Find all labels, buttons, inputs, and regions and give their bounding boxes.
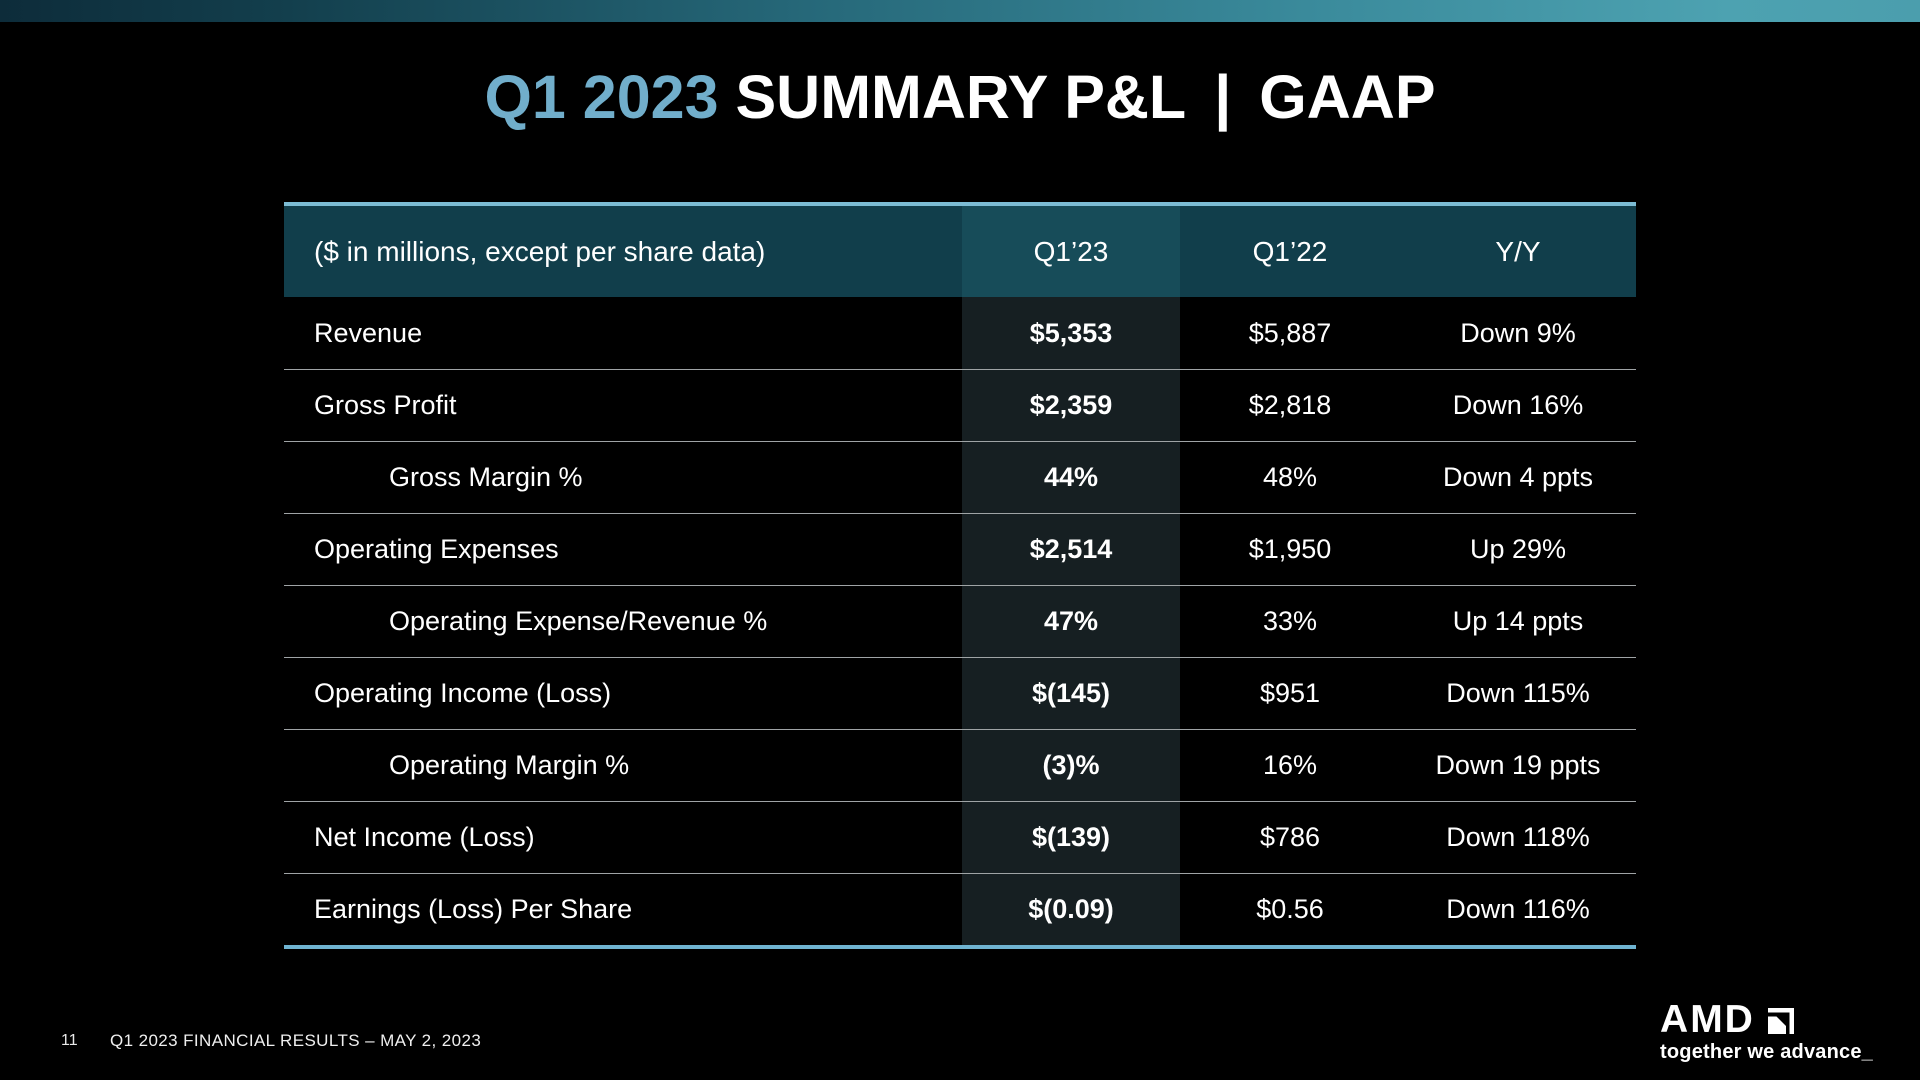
row-q123-value: $(145) <box>962 658 1180 729</box>
table-row-net-income: Net Income (Loss) $(139) $786 Down 118% <box>284 801 1636 873</box>
row-q122-value: $5,887 <box>1248 317 1332 348</box>
title-suffix: GAAP <box>1259 63 1436 131</box>
table-row-operating-margin: Operating Margin % (3)% 16% Down 19 ppts <box>284 729 1636 801</box>
row-q123-value: $(139) <box>962 802 1180 873</box>
row-yy-value: Down 16% <box>1452 390 1584 420</box>
title-separator: | <box>1214 63 1232 131</box>
table-row-operating-expenses: Operating Expenses $2,514 $1,950 Up 29% <box>284 513 1636 585</box>
header-yy: Y/Y <box>1495 235 1541 267</box>
pnl-table: ($ in millions, except per share data) Q… <box>284 202 1636 949</box>
table-row-gross-profit: Gross Profit $2,359 $2,818 Down 16% <box>284 369 1636 441</box>
table-header-row: ($ in millions, except per share data) Q… <box>284 206 1636 297</box>
row-q122-value: $0.56 <box>1256 894 1324 924</box>
row-label: Operating Income (Loss) <box>314 678 612 708</box>
row-label: Gross Profit <box>314 390 457 420</box>
row-yy-value: Down 9% <box>1460 317 1576 348</box>
footer-text: Q1 2023 FINANCIAL RESULTS – MAY 2, 2023 <box>110 1031 482 1050</box>
row-q122-value: 33% <box>1262 606 1318 636</box>
slide-title: Q1 2023 SUMMARY P&L | GAAP <box>0 62 1920 132</box>
amd-tagline: together we advance_ <box>1660 1041 1873 1063</box>
header-q122: Q1’22 <box>1252 235 1328 267</box>
row-yy-value: Down 118% <box>1446 822 1590 852</box>
row-yy-value: Down 116% <box>1446 894 1590 924</box>
row-q123-value: 47% <box>962 586 1180 657</box>
row-q122-value: 16% <box>1262 750 1318 780</box>
table-row-revenue: Revenue $5,353 $5,887 Down 9% <box>284 297 1636 369</box>
amd-arrow-icon <box>1767 1007 1794 1034</box>
amd-logo-text: AMD <box>1660 998 1755 1041</box>
row-q122-value: $2,818 <box>1248 390 1332 420</box>
title-quarter: Q1 2023 <box>484 63 719 131</box>
table-row-gross-margin: Gross Margin % 44% 48% Down 4 ppts <box>284 441 1636 513</box>
page-number: 11 <box>61 1032 78 1049</box>
row-q123-value: 44% <box>962 442 1180 513</box>
table-row-opex-revenue: Operating Expense/Revenue % 47% 33% Up 1… <box>284 585 1636 657</box>
row-q123-value: $2,514 <box>962 514 1180 585</box>
row-label: Gross Margin % <box>389 462 583 492</box>
row-yy-value: Down 115% <box>1446 678 1590 708</box>
row-yy-value: Up 14 ppts <box>1452 606 1584 636</box>
row-label: Operating Margin % <box>389 750 630 780</box>
row-label: Earnings (Loss) Per Share <box>314 894 633 924</box>
row-label: Revenue <box>314 317 423 348</box>
header-q123: Q1’23 <box>962 206 1180 297</box>
table-row-eps: Earnings (Loss) Per Share $(0.09) $0.56 … <box>284 873 1636 945</box>
row-q122-value: $1,950 <box>1248 534 1332 564</box>
row-q122-value: 48% <box>1262 462 1318 492</box>
header-label: ($ in millions, except per share data) <box>314 235 766 267</box>
row-label: Operating Expenses <box>314 534 559 564</box>
row-yy-value: Down 19 ppts <box>1435 750 1601 780</box>
row-yy-value: Up 29% <box>1469 534 1567 564</box>
footer: 11 Q1 2023 FINANCIAL RESULTS – MAY 2, 20… <box>0 1020 900 1080</box>
row-label: Net Income (Loss) <box>314 822 535 852</box>
row-q123-value: $2,359 <box>962 370 1180 441</box>
title-main: SUMMARY P&L <box>735 63 1187 131</box>
table-row-operating-income: Operating Income (Loss) $(145) $951 Down… <box>284 657 1636 729</box>
row-label: Operating Expense/Revenue % <box>389 606 768 636</box>
row-q123-value: $5,353 <box>962 297 1180 369</box>
row-q123-value: $(0.09) <box>962 874 1180 945</box>
top-gradient-bar <box>0 0 1920 22</box>
row-q122-value: $951 <box>1259 678 1321 708</box>
row-q122-value: $786 <box>1259 822 1321 852</box>
row-yy-value: Down 4 ppts <box>1442 462 1594 492</box>
amd-logo: AMD together we advance_ <box>1660 1000 1873 1064</box>
row-q123-value: (3)% <box>962 730 1180 801</box>
